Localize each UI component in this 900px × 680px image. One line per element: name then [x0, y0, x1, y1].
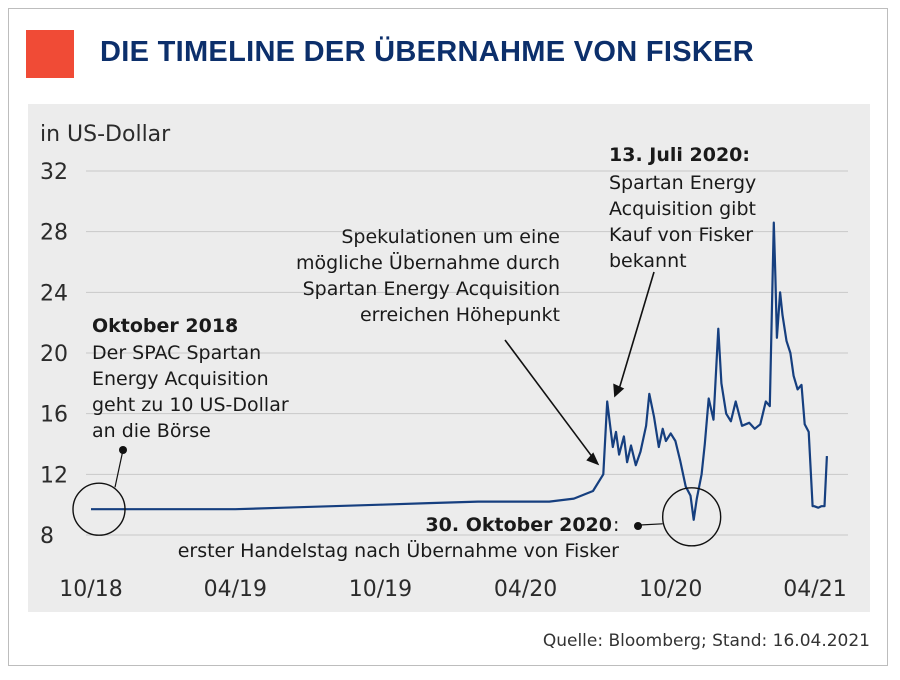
- y-tick-label: 32: [40, 160, 68, 185]
- page-title: DIE TIMELINE DER ÜBERNAHME VON FISKER: [100, 36, 754, 68]
- annotation-text-line: Spartan Energy Acquisition: [303, 278, 560, 300]
- annotation-heading: 13. Juli 2020:: [609, 144, 750, 166]
- y-tick-label: 12: [40, 463, 68, 488]
- annotation-leader: [639, 523, 663, 526]
- annotation-dot: [634, 522, 642, 530]
- accent-square: [26, 30, 74, 78]
- annotation-text-line: Energy Acquisition: [92, 368, 269, 390]
- annotation-arrowhead: [613, 383, 625, 398]
- annotation-heading: 30. Oktober 2020: [425, 514, 612, 536]
- y-tick-label: 8: [40, 524, 54, 549]
- annotation-text-line: Kauf von Fisker: [609, 224, 753, 246]
- annotation-leader: [618, 271, 655, 389]
- x-tick-label: 10/18: [59, 577, 122, 602]
- annotation-dot: [119, 446, 127, 454]
- y-tick-label: 28: [40, 221, 68, 246]
- y-tick-label: 16: [40, 403, 68, 428]
- annotation-text-line: bekannt: [609, 250, 687, 272]
- annotation-text-line: mögliche Übernahme durch: [296, 251, 560, 274]
- x-tick-label: 04/19: [204, 577, 267, 602]
- annotation-colon: :: [229, 315, 235, 337]
- y-axis-label: in US-Dollar: [40, 122, 171, 147]
- annotation-text-line: Spekulationen um eine: [341, 226, 560, 248]
- annotation-text-line: Der SPAC Spartan: [92, 342, 261, 364]
- annotation-text-line: erster Handelstag nach Übernahme von Fis…: [178, 539, 619, 562]
- annotation-text-line: geht zu 10 US-Dollar: [92, 394, 289, 416]
- x-tick-label: 04/21: [783, 577, 846, 602]
- annotation-arrowhead: [586, 452, 600, 466]
- price-series-line: [91, 221, 828, 521]
- y-tick-label: 20: [40, 342, 68, 367]
- annotation-text-line: Acquisition gibt: [609, 198, 756, 220]
- x-tick-label: 10/19: [349, 577, 412, 602]
- annotation-colon: :: [613, 514, 619, 536]
- annotation-text-line: Spartan Energy: [609, 172, 756, 194]
- annotation-leader: [504, 339, 594, 459]
- annotation-leader: [114, 449, 124, 488]
- annotation-text-line: an die Börse: [92, 420, 211, 442]
- annotation-circle: [72, 482, 126, 536]
- annotation-heading: Oktober 2018: [92, 315, 238, 337]
- annotation-circle: [661, 487, 722, 547]
- x-tick-label: 04/20: [494, 577, 557, 602]
- plot-area: [28, 104, 870, 612]
- x-tick-label: 10/20: [639, 577, 702, 602]
- source-note: Quelle: Bloomberg; Stand: 16.04.2021: [542, 631, 870, 651]
- y-tick-label: 24: [40, 281, 68, 306]
- annotation-text-line: erreichen Höhepunkt: [360, 304, 560, 326]
